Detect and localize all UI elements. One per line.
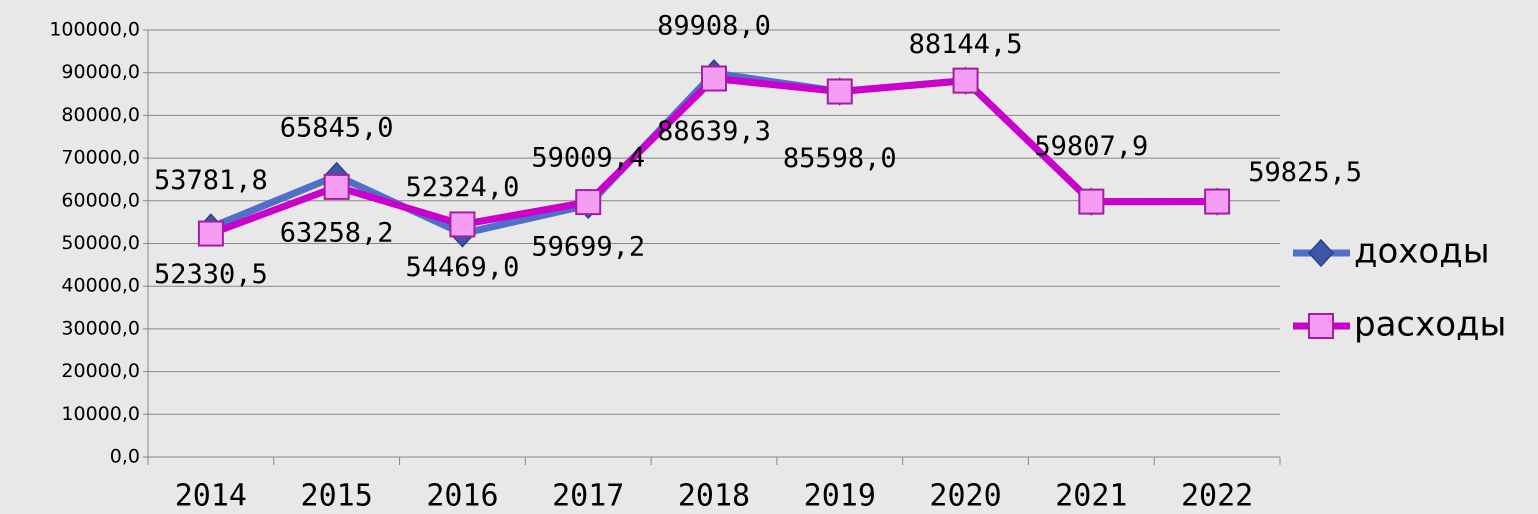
data-label: 89908,0 <box>657 11 771 42</box>
data-label: 65845,0 <box>280 112 394 143</box>
y-tick-label: 40000,0 <box>61 275 140 297</box>
legend-marker <box>1308 313 1334 339</box>
x-tick-label: 2020 <box>929 479 1001 514</box>
x-tick-label: 2022 <box>1181 479 1253 514</box>
data-label: 85598,0 <box>783 143 897 174</box>
point-marker <box>1078 188 1105 215</box>
y-tick-label: 100000,0 <box>49 19 140 41</box>
x-tick-label: 2021 <box>1055 479 1127 514</box>
legend-label: расходы <box>1354 305 1506 345</box>
data-label: 59009,4 <box>531 143 645 174</box>
data-label: 88144,5 <box>909 29 1023 60</box>
data-label: 53781,8 <box>154 165 268 196</box>
x-tick-label: 2014 <box>175 479 247 514</box>
x-tick-label: 2018 <box>678 479 750 514</box>
y-tick-label: 80000,0 <box>61 104 140 126</box>
point-marker <box>323 173 350 200</box>
y-tick-label: 30000,0 <box>61 317 140 339</box>
point-marker <box>826 78 853 105</box>
data-label: 54469,0 <box>406 252 520 283</box>
data-label: 88639,3 <box>657 116 771 147</box>
data-label: 52330,5 <box>154 259 268 290</box>
x-tick-label: 2019 <box>804 479 876 514</box>
x-tick-label: 2015 <box>301 479 373 514</box>
data-label: 52324,0 <box>406 172 520 203</box>
data-label: 59807,9 <box>1034 131 1148 162</box>
point-marker <box>197 220 224 247</box>
y-tick-label: 20000,0 <box>61 360 140 382</box>
point-marker <box>701 65 727 92</box>
legend-marker <box>1307 238 1335 268</box>
x-tick-label: 2016 <box>426 479 498 514</box>
y-tick-label: 0,0 <box>110 446 140 468</box>
x-tick-label: 2017 <box>552 479 624 514</box>
y-tick-label: 70000,0 <box>61 147 140 169</box>
y-tick-label: 60000,0 <box>61 189 140 211</box>
data-label: 59699,2 <box>531 232 645 263</box>
y-tick-label: 50000,0 <box>61 232 140 254</box>
y-tick-label: 10000,0 <box>61 403 140 425</box>
data-label: 59825,5 <box>1248 157 1362 188</box>
point-marker <box>1204 188 1231 215</box>
data-label: 63258,2 <box>280 217 394 248</box>
legend-label: доходы <box>1354 232 1490 272</box>
point-marker <box>449 211 476 238</box>
y-tick-label: 90000,0 <box>61 61 140 83</box>
point-marker <box>952 67 979 94</box>
point-marker <box>575 189 602 216</box>
